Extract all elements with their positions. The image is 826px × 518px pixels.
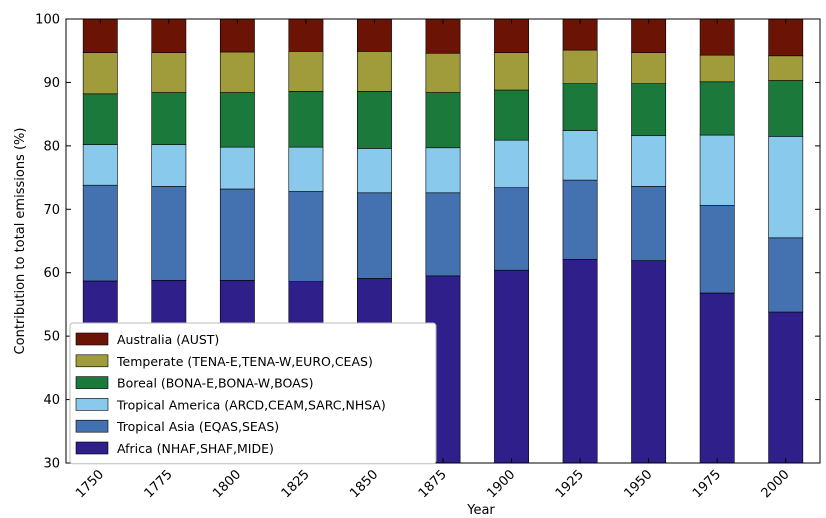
bar-segment bbox=[631, 52, 667, 84]
bar-segment bbox=[768, 18, 804, 57]
bar-segment bbox=[219, 51, 255, 93]
bar-segment bbox=[151, 186, 187, 281]
bar-segment bbox=[631, 186, 667, 261]
bar-segment bbox=[425, 18, 461, 54]
x-tick-label: 1975 bbox=[690, 467, 724, 501]
bar-segment bbox=[768, 55, 804, 81]
legend-swatch bbox=[75, 354, 109, 368]
legend-label: Australia (AUST) bbox=[117, 332, 219, 347]
y-axis: 30 40 50 60 70 80 90 100 bbox=[35, 13, 820, 472]
y-tick-label: 80 bbox=[43, 139, 60, 154]
legend-box bbox=[69, 322, 437, 465]
bar-segment bbox=[699, 292, 735, 464]
bar-segment bbox=[82, 144, 118, 186]
bar-segment bbox=[494, 18, 529, 53]
bars-layer bbox=[82, 18, 804, 464]
x-tick-label: 1850 bbox=[347, 467, 381, 501]
legend-swatch bbox=[75, 441, 109, 455]
bar-segment bbox=[768, 311, 804, 464]
y-tick-label: 50 bbox=[43, 330, 60, 345]
bar-segment bbox=[82, 184, 118, 282]
x-tick-label: 1925 bbox=[553, 467, 587, 501]
bar-segment bbox=[631, 18, 667, 53]
bar-segment bbox=[357, 18, 392, 52]
bar-segment bbox=[768, 237, 804, 313]
bar-segment bbox=[699, 54, 735, 83]
x-tick-label: 1950 bbox=[621, 467, 655, 501]
bar-segment bbox=[151, 92, 187, 145]
bar-segment bbox=[494, 52, 529, 91]
legend-swatch bbox=[75, 419, 109, 433]
bar-segment bbox=[288, 18, 324, 52]
bar-segment bbox=[425, 192, 461, 277]
bar-segment bbox=[631, 260, 667, 464]
y-tick-label: 100 bbox=[35, 13, 60, 28]
bar-segment bbox=[82, 93, 118, 145]
y-axis-label: Contribution to total emissions (%) bbox=[13, 128, 28, 355]
legend-label: Tropical America (ARCD,CEAM,SARC,NHSA) bbox=[116, 397, 386, 412]
bar-segment bbox=[425, 147, 461, 194]
bar-segment bbox=[82, 18, 118, 53]
bar-segment bbox=[494, 139, 529, 189]
legend-label: Tropical Asia (EQAS,SEAS) bbox=[116, 419, 279, 434]
bar-segment bbox=[288, 146, 324, 192]
legend-label: Africa (NHAF,SHAF,MIDE) bbox=[117, 441, 274, 456]
bar-segment bbox=[768, 136, 804, 239]
x-tick-label: 1775 bbox=[142, 467, 176, 501]
bar-segment bbox=[562, 18, 598, 51]
bar-segment bbox=[562, 130, 598, 181]
legend-swatch bbox=[75, 398, 109, 411]
x-axis-label: Year bbox=[466, 503, 495, 518]
bar-segment bbox=[82, 52, 118, 95]
bar-segment bbox=[357, 192, 392, 279]
x-tick-label: 1875 bbox=[416, 467, 450, 501]
legend-swatch bbox=[75, 332, 109, 346]
bar-segment bbox=[631, 135, 667, 187]
y-tick-label: 70 bbox=[43, 203, 60, 218]
bar-segment bbox=[357, 148, 392, 194]
bar-segment bbox=[494, 89, 529, 141]
bar-segment bbox=[219, 18, 255, 53]
bar-segment bbox=[151, 144, 187, 187]
bar-segment bbox=[288, 91, 324, 148]
bar-segment bbox=[151, 18, 187, 53]
bar-segment bbox=[357, 51, 392, 92]
x-tick-label: 1800 bbox=[210, 467, 244, 501]
bar-segment bbox=[699, 81, 735, 136]
bar-segment bbox=[151, 52, 187, 93]
bar-segment bbox=[631, 83, 667, 137]
x-tick-label: 1825 bbox=[279, 467, 313, 501]
bar-segment bbox=[357, 91, 392, 149]
x-tick-label: 2000 bbox=[759, 467, 793, 501]
bar-segment bbox=[288, 191, 324, 282]
bar-segment bbox=[494, 187, 529, 271]
legend-label: Boreal (BONA-E,BONA-W,BOAS) bbox=[117, 376, 313, 391]
bar-segment bbox=[699, 18, 735, 56]
legend-swatch bbox=[75, 376, 109, 389]
bar-segment bbox=[699, 134, 735, 206]
bar-segment bbox=[494, 269, 529, 464]
bar-segment bbox=[562, 83, 598, 131]
bar-segment bbox=[425, 52, 461, 93]
x-tick-label: 1750 bbox=[73, 467, 107, 501]
y-tick-label: 30 bbox=[43, 457, 60, 472]
y-tick-label: 60 bbox=[43, 266, 60, 281]
bar-segment bbox=[219, 188, 255, 281]
bar-segment bbox=[562, 179, 598, 260]
bar-segment bbox=[219, 146, 255, 190]
y-tick-label: 90 bbox=[43, 76, 60, 91]
bar-segment bbox=[562, 259, 598, 464]
bar-segment bbox=[219, 92, 255, 148]
bar-segment bbox=[562, 49, 598, 84]
legend: Australia (AUST) Temperate (TENA-E,TENA-W… bbox=[69, 322, 437, 465]
bar-segment bbox=[288, 51, 324, 92]
y-tick-label: 40 bbox=[43, 393, 60, 408]
bar-segment bbox=[699, 205, 735, 294]
bar-segment bbox=[768, 80, 804, 137]
legend-label: Temperate (TENA-E,TENA-W,EURO,CEAS) bbox=[116, 354, 373, 369]
bar-segment bbox=[425, 92, 461, 149]
x-tick-label: 1900 bbox=[484, 467, 518, 501]
